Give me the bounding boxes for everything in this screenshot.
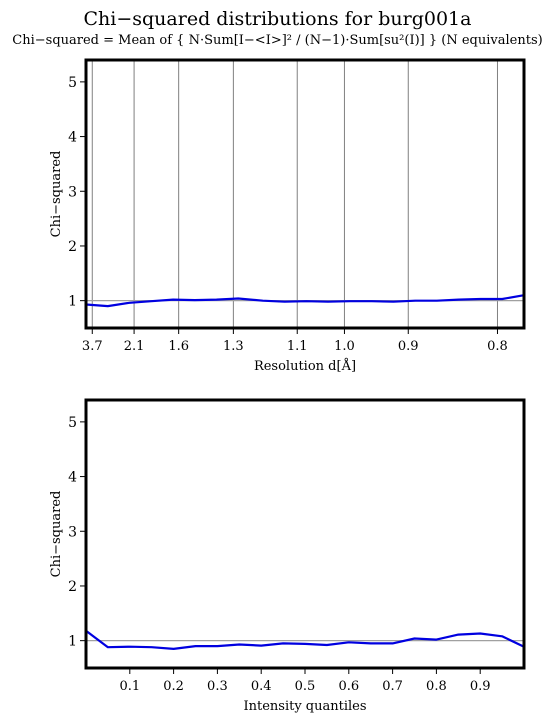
x-tick-label: 0.9 xyxy=(470,679,491,694)
y-tick-label: 1 xyxy=(68,294,77,310)
x-tick-label: 1.6 xyxy=(168,339,189,354)
chi-squared-series-line xyxy=(85,629,525,651)
x-tick-label: 2.1 xyxy=(124,339,145,354)
plot-frame xyxy=(84,58,526,330)
y-tick-label: 2 xyxy=(68,579,77,595)
x-tick-label: 0.8 xyxy=(487,339,508,354)
y-axis-label: Chi−squared xyxy=(49,491,64,578)
y-tick-label: 3 xyxy=(68,524,77,540)
x-tick-label: 0.7 xyxy=(382,679,403,694)
x-tick-label: 0.3 xyxy=(207,679,228,694)
y-tick-label: 4 xyxy=(68,130,77,146)
intensity-quantiles-chart: 1 2 3 4 5 0.1 0.2 0.3 0.4 0.5 0.6 0.7 0.8 0.9 Intensit… xyxy=(49,398,526,714)
y-tick-label: 3 xyxy=(68,184,77,200)
y-tick-label: 5 xyxy=(68,75,77,91)
y-axis-label: Chi−squared xyxy=(49,151,64,238)
x-axis-label: Intensity quantiles xyxy=(243,699,366,714)
x-tick-label: 1.0 xyxy=(334,339,355,354)
x-axis-label: Resolution d[Å] xyxy=(254,358,356,374)
y-tick-label: 5 xyxy=(68,415,77,431)
x-tick-label: 1.1 xyxy=(287,339,308,354)
x-tick-label: 3.7 xyxy=(82,339,103,354)
y-tick-label: 2 xyxy=(68,239,77,255)
chart-subtitle: Chi−squared = Mean of { N·Sum[I−<I>]² / … xyxy=(12,33,543,48)
x-tick-label: 0.8 xyxy=(426,679,447,694)
x-tick-label: 0.4 xyxy=(251,679,272,694)
chart-title: Chi−squared distributions for burg001a xyxy=(83,8,472,30)
x-tick-label: 0.1 xyxy=(119,679,140,694)
y-tick-label: 1 xyxy=(68,634,77,650)
resolution-chart: 1 2 3 4 5 3.7 2.1 1.6 1.3 1.1 1.0 0.9 0.8 Resolution … xyxy=(49,58,526,374)
y-tick-label: 4 xyxy=(68,470,77,486)
x-tick-label: 0.6 xyxy=(338,679,359,694)
chi-squared-series-line xyxy=(85,294,525,308)
x-tick-label: 0.5 xyxy=(295,679,316,694)
x-tick-label: 0.2 xyxy=(163,679,184,694)
x-tick-label: 1.3 xyxy=(223,339,244,354)
x-tick-label: 0.9 xyxy=(398,339,419,354)
plot-frame xyxy=(84,398,526,670)
